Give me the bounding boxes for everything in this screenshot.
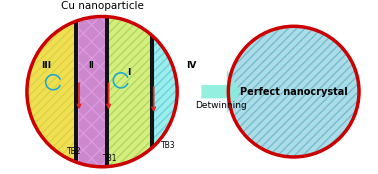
Bar	[150, 12, 154, 171]
Text: III: III	[41, 61, 51, 70]
Polygon shape	[201, 70, 240, 114]
Text: TB1: TB1	[103, 154, 118, 163]
Bar	[154, 12, 182, 171]
Bar	[105, 12, 109, 171]
Text: I: I	[127, 68, 131, 77]
Circle shape	[228, 26, 359, 157]
Text: II: II	[88, 61, 94, 70]
Bar	[74, 12, 78, 171]
Bar	[154, 12, 182, 171]
Bar	[109, 12, 150, 171]
Bar	[109, 12, 150, 171]
Text: Perfect nanocrystal: Perfect nanocrystal	[240, 87, 347, 97]
Bar	[22, 12, 76, 171]
Bar	[78, 12, 105, 171]
Bar	[22, 12, 76, 171]
Text: Cu nanoparticle: Cu nanoparticle	[60, 1, 144, 11]
Text: IV: IV	[186, 61, 197, 70]
Text: TB3: TB3	[161, 141, 176, 150]
Text: Detwinning: Detwinning	[195, 101, 247, 110]
Bar	[109, 12, 150, 171]
Text: TB2: TB2	[67, 147, 82, 156]
